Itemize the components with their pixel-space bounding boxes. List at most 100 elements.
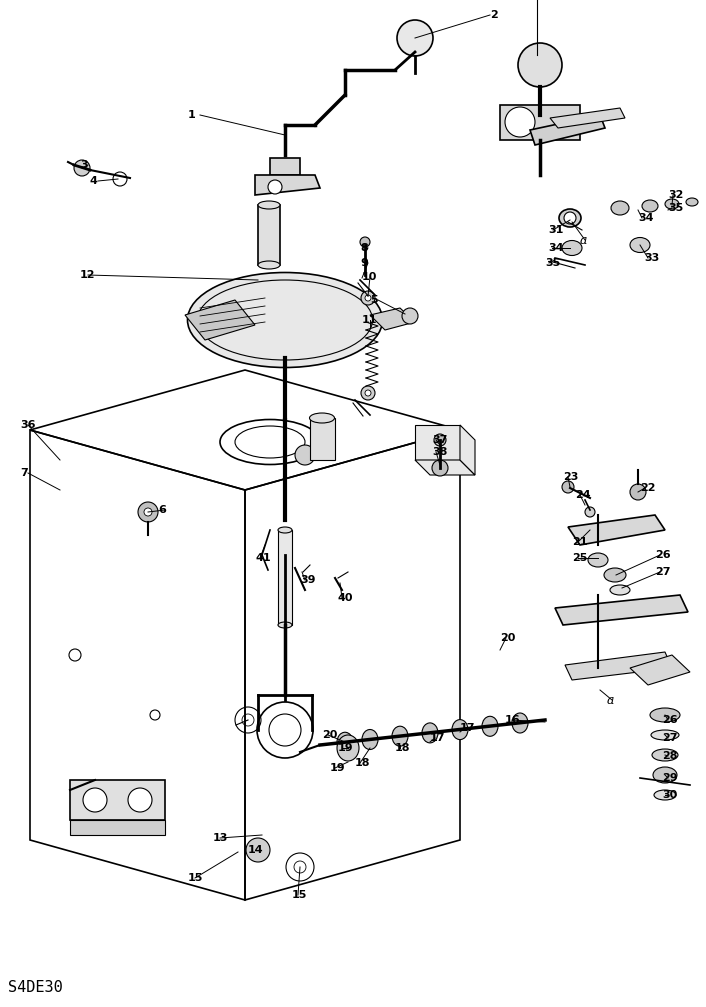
Polygon shape (550, 108, 625, 128)
Text: 27: 27 (655, 567, 671, 577)
Text: 19: 19 (330, 763, 346, 773)
Text: 28: 28 (662, 751, 678, 761)
Polygon shape (278, 530, 292, 625)
Text: 15: 15 (188, 873, 203, 883)
Circle shape (505, 107, 535, 137)
Text: 32: 32 (668, 190, 683, 200)
Polygon shape (630, 655, 690, 685)
Polygon shape (565, 652, 672, 680)
Polygon shape (370, 308, 415, 330)
Polygon shape (310, 418, 335, 460)
Circle shape (361, 291, 375, 305)
Text: 41: 41 (255, 553, 270, 563)
Text: 12: 12 (80, 270, 95, 280)
Circle shape (402, 308, 418, 324)
Circle shape (138, 502, 158, 522)
Text: 17: 17 (460, 723, 476, 733)
Polygon shape (555, 595, 688, 625)
Text: a: a (607, 694, 614, 707)
Ellipse shape (654, 790, 676, 800)
Ellipse shape (653, 767, 677, 783)
Ellipse shape (452, 720, 468, 739)
Ellipse shape (665, 199, 679, 209)
Ellipse shape (512, 713, 528, 733)
Ellipse shape (188, 273, 383, 368)
Polygon shape (70, 780, 165, 820)
Circle shape (128, 788, 152, 812)
Polygon shape (415, 460, 475, 475)
Text: 34: 34 (548, 243, 563, 253)
Text: 18: 18 (355, 758, 371, 768)
Text: 25: 25 (572, 553, 587, 563)
Text: 40: 40 (338, 593, 354, 603)
Circle shape (144, 508, 152, 516)
Text: 29: 29 (662, 773, 678, 783)
Text: 26: 26 (662, 715, 678, 725)
Text: 20: 20 (322, 730, 337, 740)
Ellipse shape (588, 553, 608, 567)
Ellipse shape (337, 735, 359, 761)
Text: 13: 13 (213, 833, 228, 843)
Text: 23: 23 (563, 472, 578, 482)
Ellipse shape (258, 201, 280, 209)
Text: 4: 4 (90, 176, 98, 186)
Ellipse shape (650, 708, 680, 722)
Text: 26: 26 (655, 550, 671, 560)
Circle shape (295, 445, 315, 465)
Polygon shape (270, 158, 300, 175)
Ellipse shape (611, 201, 629, 215)
Text: 21: 21 (572, 537, 587, 547)
Circle shape (630, 484, 646, 500)
Text: 35: 35 (668, 203, 683, 213)
Circle shape (397, 20, 433, 56)
Circle shape (434, 434, 446, 446)
Text: 22: 22 (640, 483, 655, 493)
Text: 19: 19 (338, 743, 354, 753)
Ellipse shape (630, 238, 650, 253)
Text: 35: 35 (545, 258, 561, 268)
Ellipse shape (258, 261, 280, 269)
Ellipse shape (392, 726, 408, 746)
Ellipse shape (362, 729, 378, 749)
Text: 6: 6 (158, 505, 166, 515)
Polygon shape (500, 105, 580, 140)
Text: 10: 10 (362, 272, 378, 282)
Text: 37: 37 (432, 435, 448, 445)
Text: 9: 9 (360, 258, 368, 268)
Text: 5: 5 (370, 295, 378, 305)
Circle shape (518, 43, 562, 87)
Ellipse shape (562, 241, 582, 256)
Ellipse shape (642, 200, 658, 212)
Text: 1: 1 (188, 110, 196, 120)
Circle shape (74, 160, 90, 176)
Text: 24: 24 (575, 490, 591, 500)
Polygon shape (70, 820, 165, 835)
Text: 31: 31 (548, 225, 563, 235)
Circle shape (365, 390, 371, 396)
Circle shape (432, 460, 448, 476)
Text: 3: 3 (80, 160, 88, 170)
Text: S4DE30: S4DE30 (8, 980, 63, 995)
Text: 39: 39 (300, 575, 316, 585)
Ellipse shape (337, 732, 353, 752)
Text: 27: 27 (662, 733, 678, 743)
Ellipse shape (482, 716, 498, 736)
Polygon shape (460, 425, 475, 475)
Circle shape (564, 212, 576, 224)
Text: 33: 33 (644, 253, 659, 263)
Ellipse shape (278, 622, 292, 628)
Ellipse shape (686, 198, 698, 206)
Ellipse shape (604, 568, 626, 582)
Ellipse shape (309, 413, 335, 423)
Polygon shape (185, 300, 255, 340)
Polygon shape (258, 205, 280, 265)
Text: 20: 20 (500, 633, 515, 643)
Text: 18: 18 (395, 743, 410, 753)
Text: 2: 2 (490, 10, 498, 20)
Ellipse shape (610, 585, 630, 595)
Polygon shape (568, 515, 665, 545)
Circle shape (268, 180, 282, 194)
Polygon shape (255, 175, 320, 195)
Text: 15: 15 (292, 890, 307, 900)
Circle shape (365, 295, 371, 301)
